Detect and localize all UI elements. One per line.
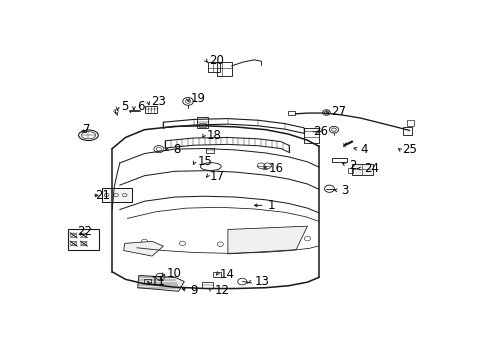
Bar xyxy=(351,164,372,175)
Bar xyxy=(68,229,99,250)
Text: 20: 20 xyxy=(208,54,224,67)
Text: 24: 24 xyxy=(364,162,379,175)
Text: 14: 14 xyxy=(219,268,234,281)
Text: 11: 11 xyxy=(151,275,165,288)
Text: 16: 16 xyxy=(268,162,283,175)
Polygon shape xyxy=(227,226,307,254)
Text: 21: 21 xyxy=(95,189,110,202)
Text: 9: 9 xyxy=(190,284,198,297)
Text: 2: 2 xyxy=(348,159,356,172)
Text: 1: 1 xyxy=(267,199,275,212)
Text: 23: 23 xyxy=(151,95,166,108)
Text: 27: 27 xyxy=(330,105,345,118)
Bar xyxy=(212,273,221,278)
Text: 18: 18 xyxy=(206,129,222,142)
Bar xyxy=(347,168,352,173)
Polygon shape xyxy=(138,275,184,291)
Text: 15: 15 xyxy=(197,156,212,168)
Polygon shape xyxy=(123,242,163,256)
Bar xyxy=(205,148,214,153)
Text: 8: 8 xyxy=(173,143,180,156)
Bar xyxy=(145,106,156,113)
Bar xyxy=(303,128,318,143)
Text: 10: 10 xyxy=(166,267,181,280)
Text: 4: 4 xyxy=(360,143,367,156)
Bar xyxy=(402,127,411,135)
Bar xyxy=(406,120,413,126)
Text: 22: 22 xyxy=(77,225,92,238)
Bar xyxy=(208,62,219,72)
Text: 3: 3 xyxy=(341,184,348,197)
Text: 5: 5 xyxy=(121,100,128,113)
Text: 25: 25 xyxy=(401,143,416,156)
Bar xyxy=(196,117,208,128)
Bar xyxy=(217,62,231,76)
Bar xyxy=(198,123,206,127)
Text: 19: 19 xyxy=(190,92,205,105)
Bar xyxy=(331,158,346,162)
Text: 12: 12 xyxy=(214,284,229,297)
Bar xyxy=(202,282,213,288)
Text: 7: 7 xyxy=(83,123,90,136)
Text: 13: 13 xyxy=(254,275,269,288)
Text: 26: 26 xyxy=(312,125,327,138)
Text: 17: 17 xyxy=(209,170,224,183)
Bar xyxy=(287,111,295,115)
Bar xyxy=(102,188,132,202)
Text: 6: 6 xyxy=(137,100,144,113)
Bar xyxy=(143,279,150,283)
